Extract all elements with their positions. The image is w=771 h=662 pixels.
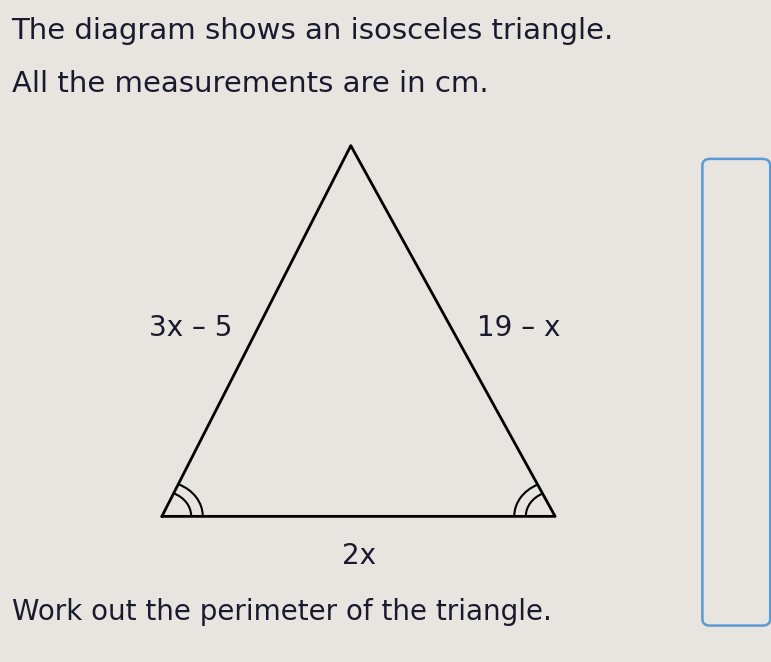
Text: 19 – x: 19 – x (476, 314, 561, 342)
Text: Work out the perimeter of the triangle.: Work out the perimeter of the triangle. (12, 598, 551, 626)
Text: 3x – 5: 3x – 5 (149, 314, 233, 342)
Text: All the measurements are in cm.: All the measurements are in cm. (12, 70, 488, 97)
Text: 2x: 2x (342, 542, 375, 570)
Text: The diagram shows an isosceles triangle.: The diagram shows an isosceles triangle. (12, 17, 614, 44)
